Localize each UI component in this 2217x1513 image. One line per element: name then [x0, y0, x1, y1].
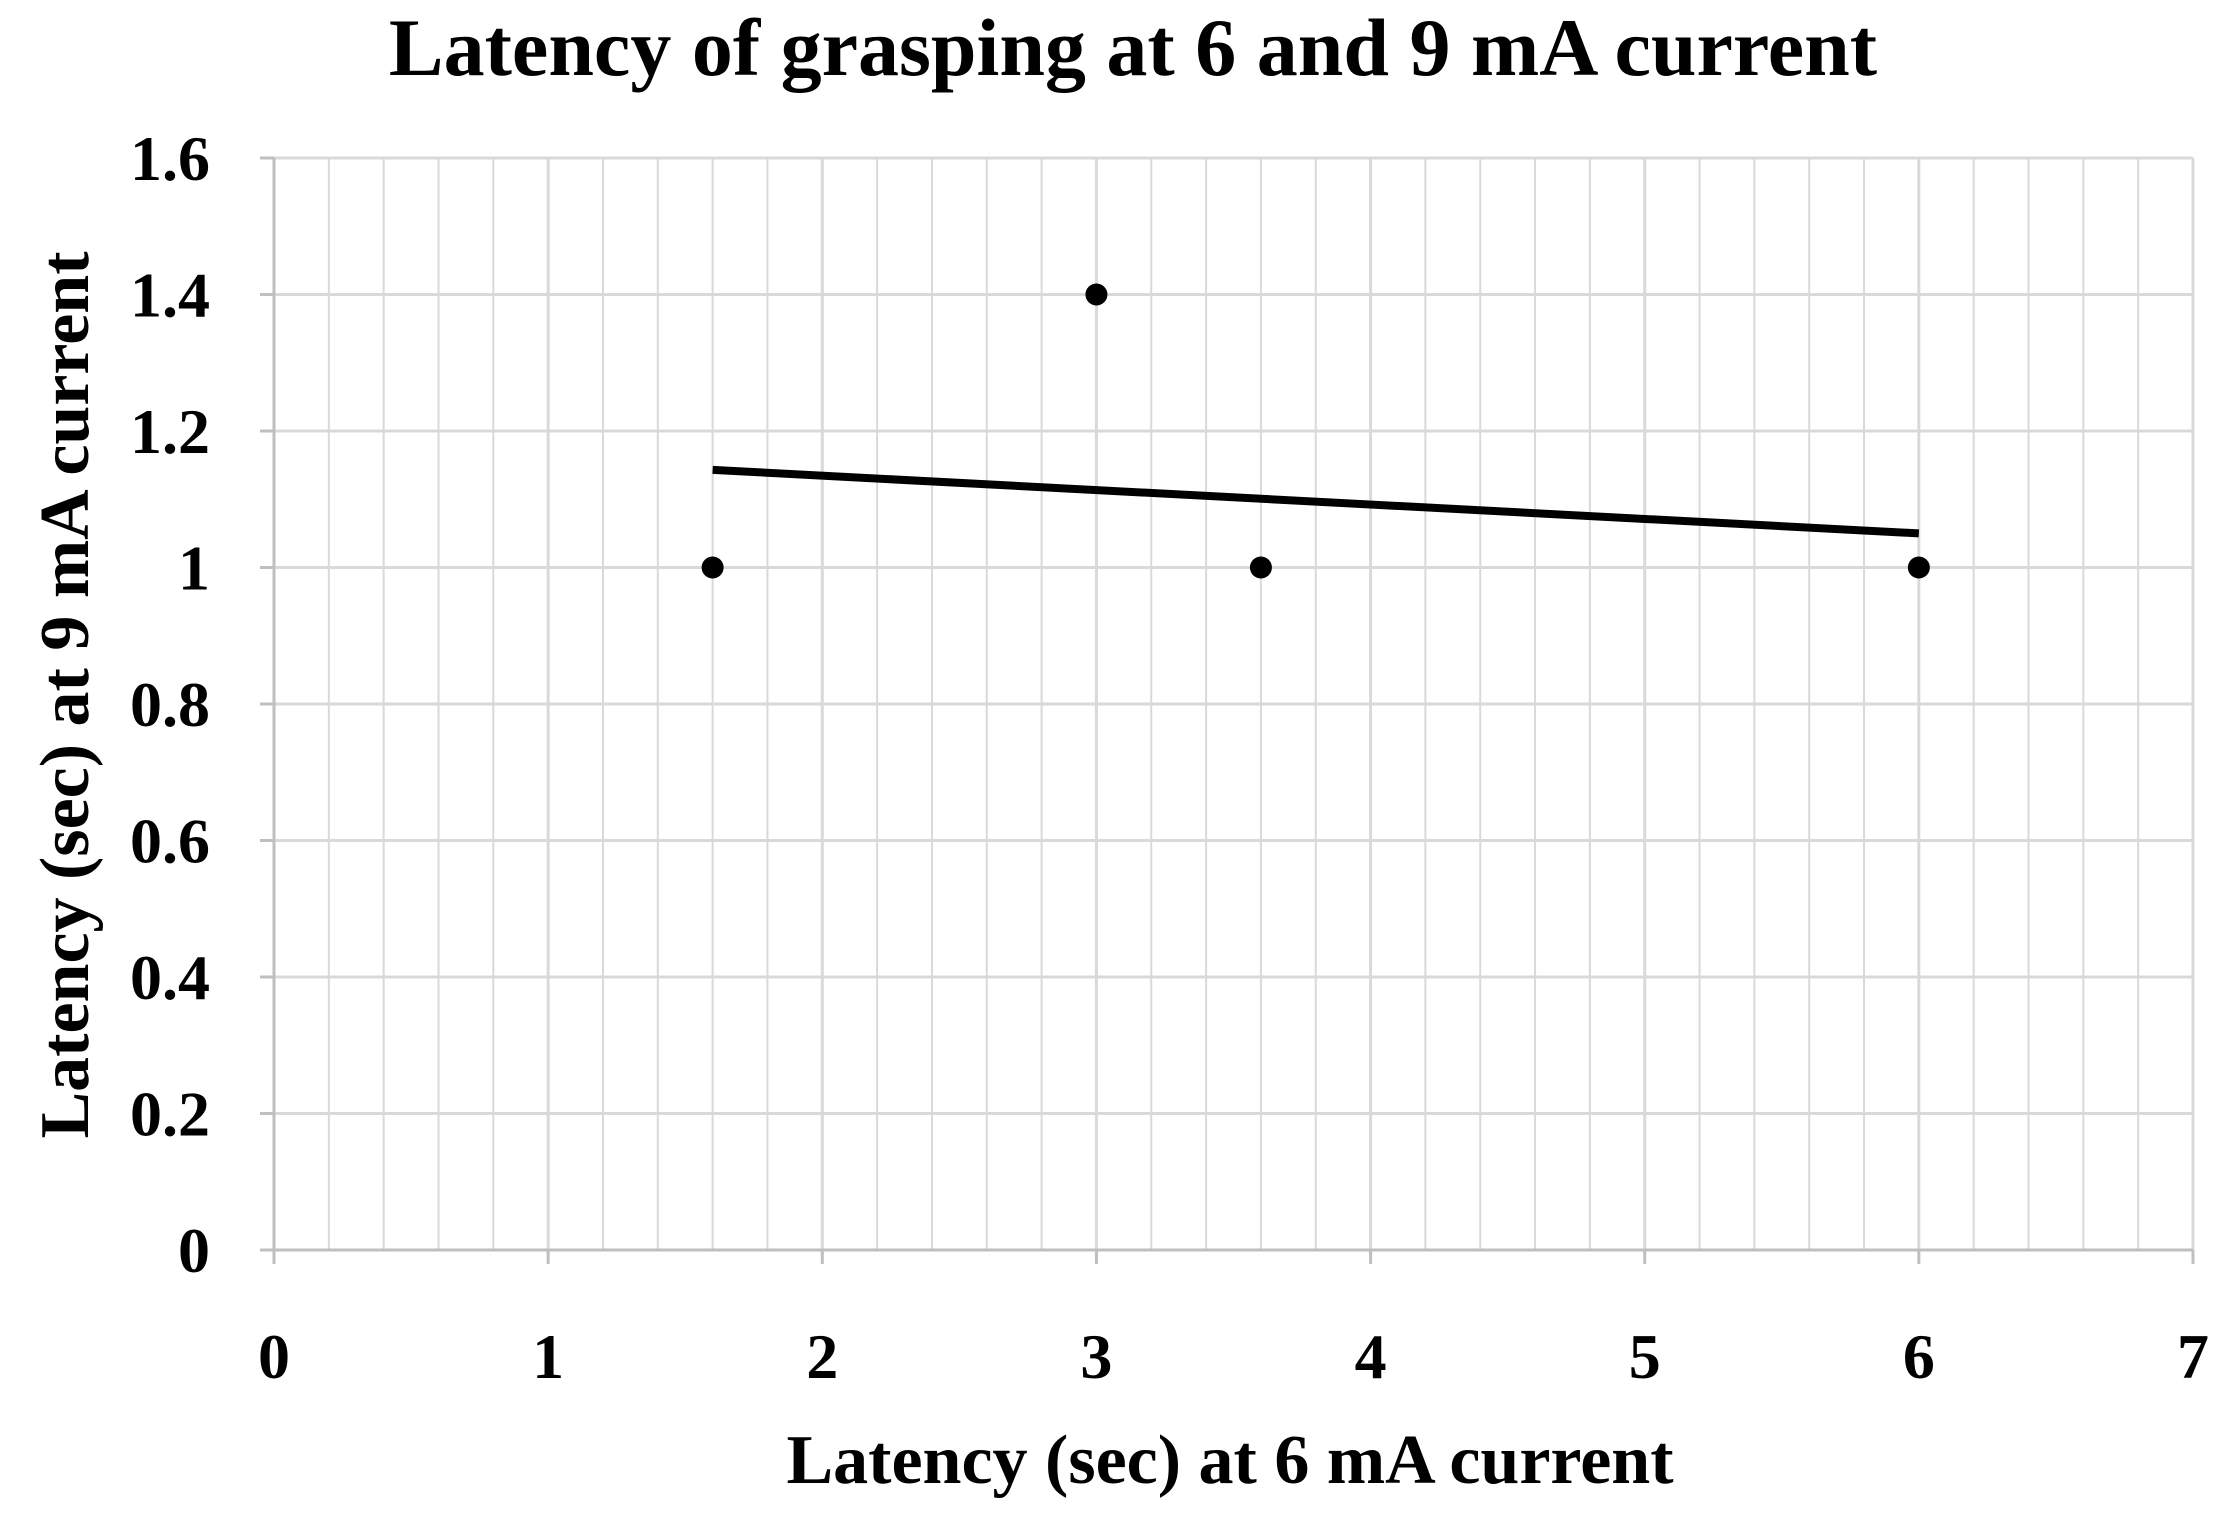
data-point — [1907, 556, 1930, 579]
tick-labels-layer: 0 1 2 3 4 5 6 7 0 0.2 0.4 0.6 0.8 1 1.2 1.4 1.6 — [130, 123, 2209, 1392]
x-tick-label: 6 — [1903, 1321, 1935, 1392]
chart-title: Latency of grasping at 6 and 9 mA curren… — [389, 2, 1877, 93]
axes-layer — [260, 156, 2195, 1264]
y-tick-label: 0.4 — [130, 942, 210, 1013]
y-tick-label: 1.4 — [130, 260, 210, 331]
y-tick-label: 0.6 — [130, 806, 210, 877]
x-tick-label: 4 — [1355, 1321, 1387, 1392]
data-point — [1249, 556, 1272, 579]
data-point — [701, 556, 724, 579]
y-tick-label: 1.6 — [130, 123, 210, 194]
trendline-layer — [712, 465, 1920, 538]
x-tick-label: 0 — [258, 1321, 290, 1392]
grid-layer — [274, 156, 2195, 1250]
y-tick-label: 1 — [178, 533, 210, 604]
x-tick-label: 2 — [806, 1321, 838, 1392]
x-tick-label: 3 — [1080, 1321, 1112, 1392]
points-layer — [701, 283, 1930, 579]
x-tick-label: 1 — [532, 1321, 564, 1392]
x-tick-label: 5 — [1629, 1321, 1661, 1392]
data-point — [1085, 283, 1108, 306]
x-axis-label: Latency (sec) at 6 mA current — [786, 1422, 1673, 1499]
x-tick-label: 7 — [2177, 1321, 2209, 1392]
y-tick-label: 0.8 — [130, 669, 210, 740]
y-tick-label: 0.2 — [130, 1079, 210, 1150]
y-tick-label: 0 — [178, 1215, 210, 1286]
trendline — [712, 465, 1920, 538]
y-axis-label: Latency (sec) at 9 mA current — [27, 251, 104, 1138]
y-tick-label: 1.2 — [130, 396, 210, 467]
